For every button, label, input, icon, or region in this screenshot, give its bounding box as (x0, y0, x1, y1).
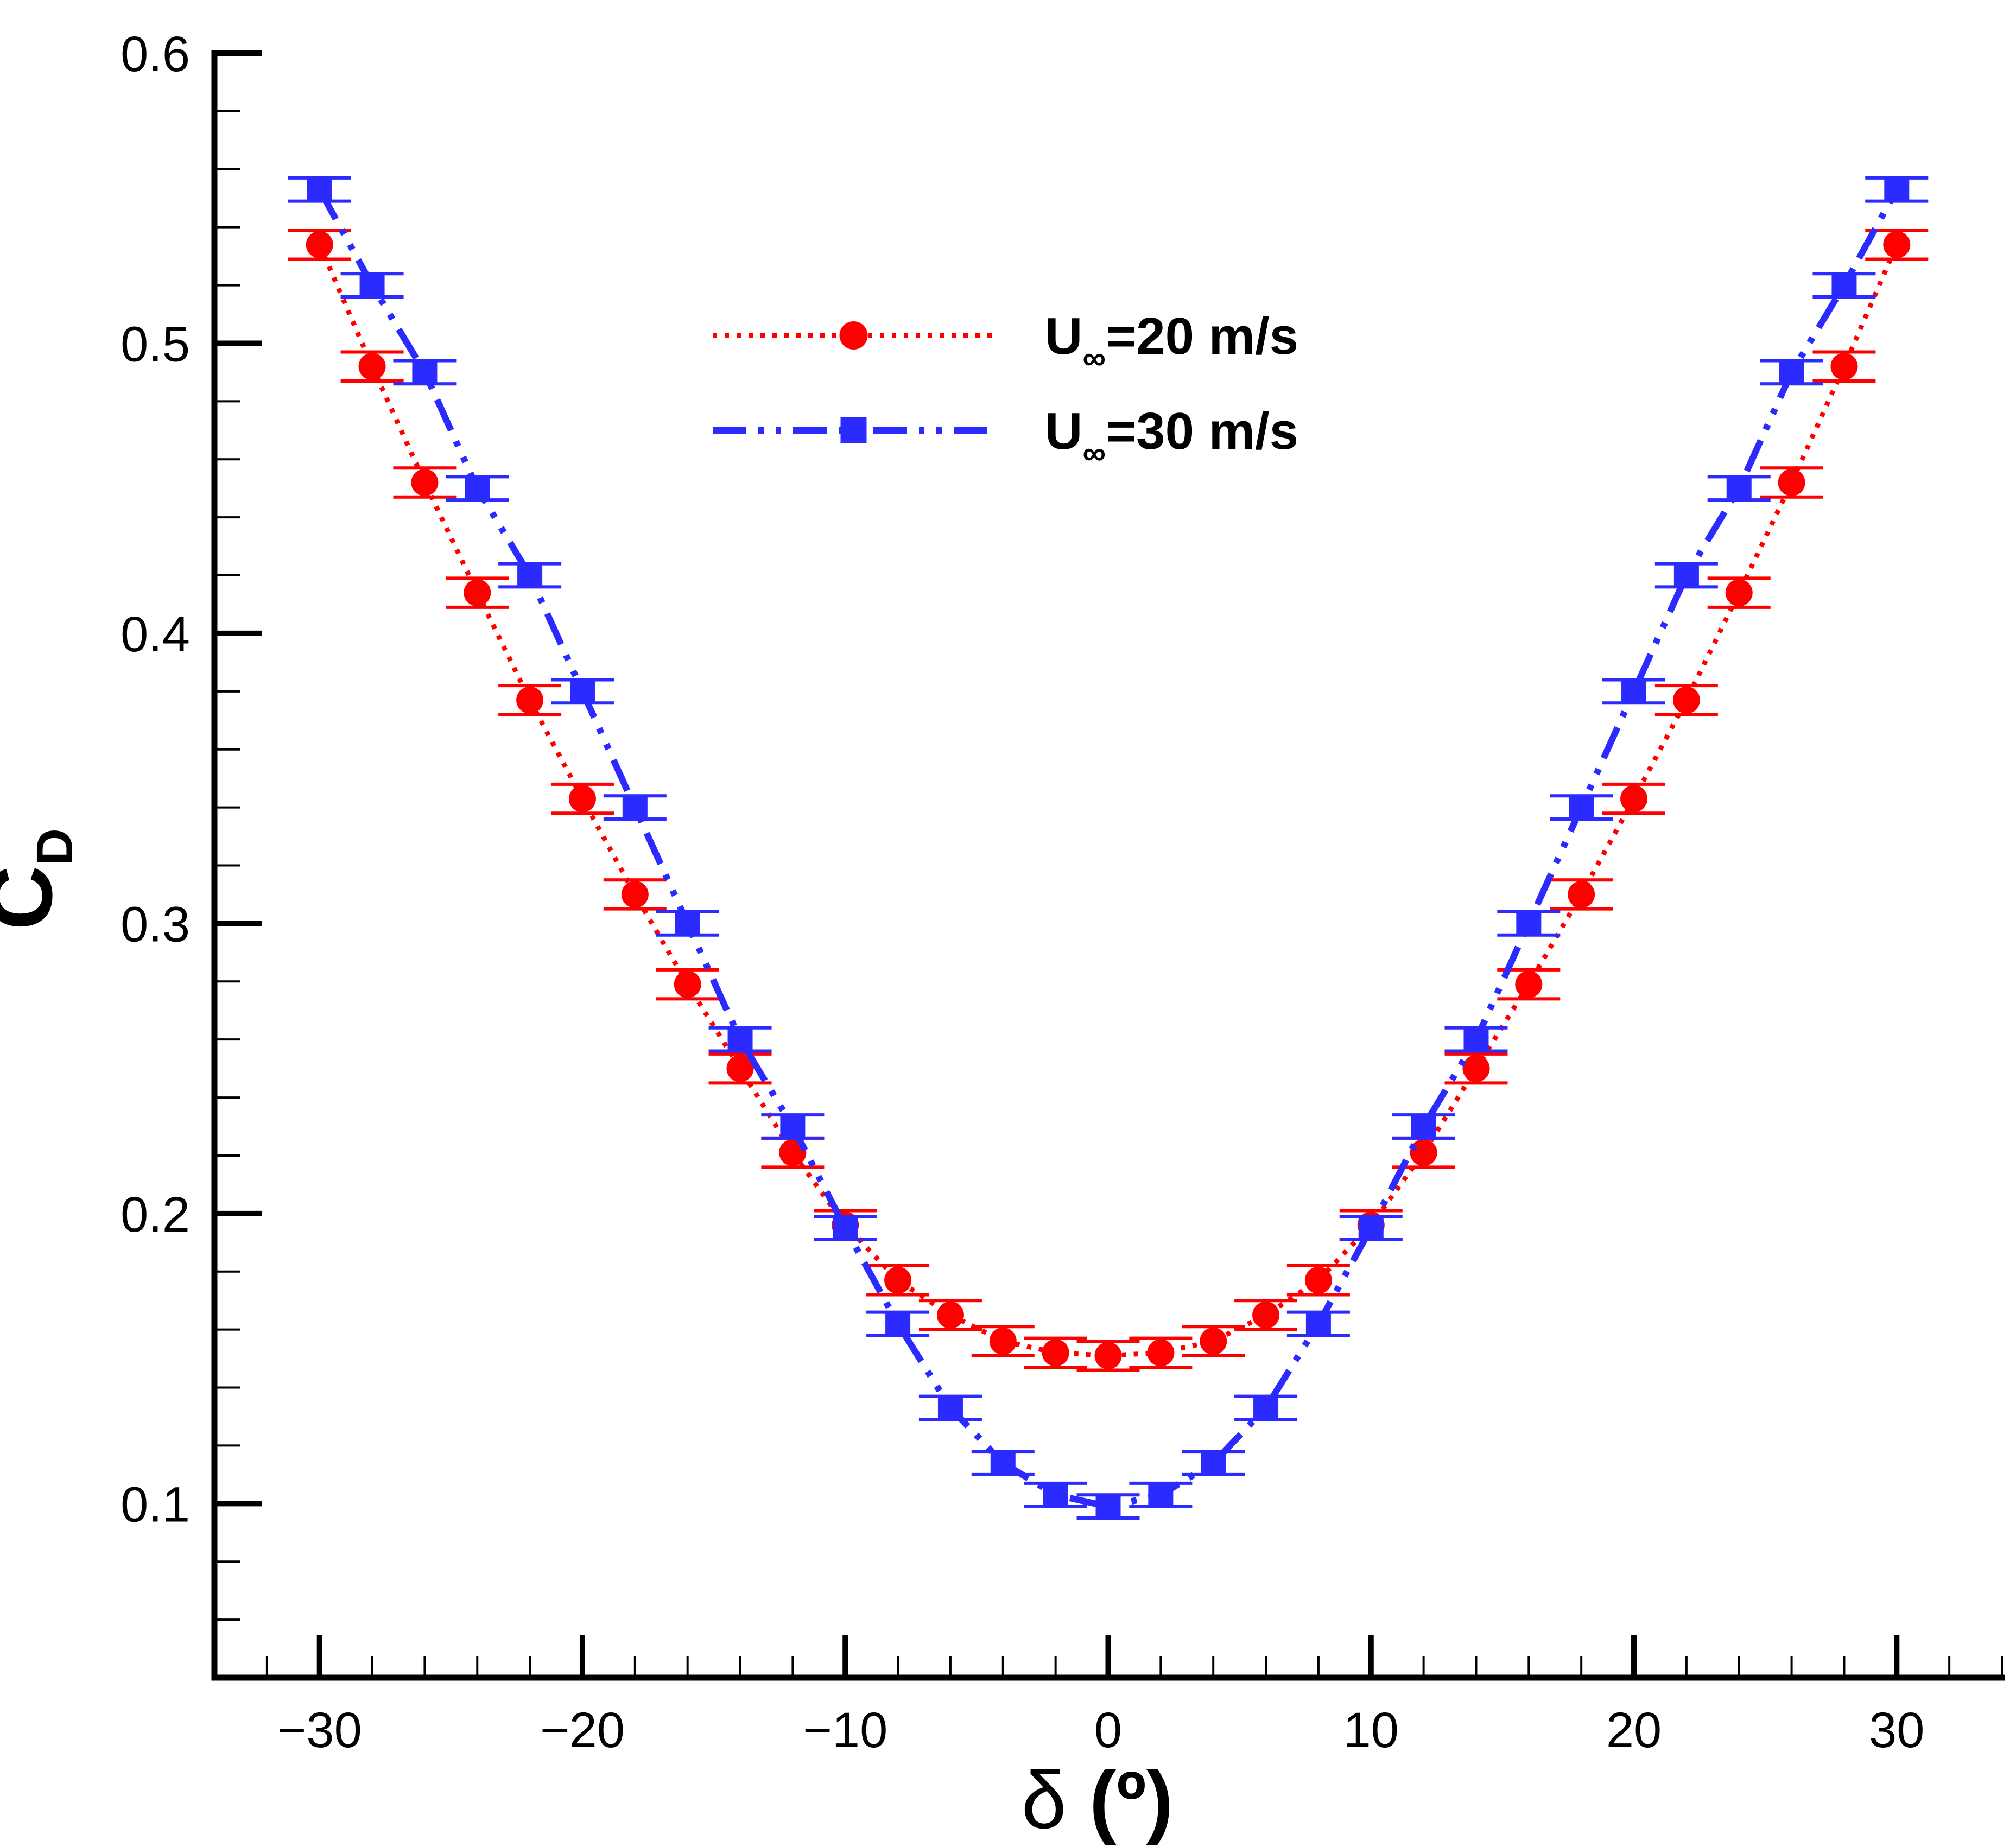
x-tick-label: 20 (1606, 1703, 1662, 1758)
x-axis-title: δ (º) (1022, 1754, 1174, 1845)
y-tick-label: 0.2 (121, 1187, 190, 1242)
data-point (726, 1055, 754, 1082)
data-point (1884, 177, 1910, 202)
data-point (411, 469, 439, 497)
x-tick-label: −20 (540, 1703, 625, 1758)
data-point (307, 177, 332, 202)
legend-entry-2: U∞=30 m/s (713, 402, 1298, 471)
legend: U∞=20 m/sU∞=30 m/s (713, 307, 1298, 471)
data-point (516, 686, 544, 714)
data-point (1148, 1482, 1174, 1508)
x-axis-symbol: δ (1022, 1754, 1089, 1845)
data-point (1043, 1482, 1068, 1508)
axes: −30 −20 −10 0 10 20 30 0.1 0.2 0.3 0.4 0.5 0.6 (121, 27, 2005, 1758)
y-axis-base: C (0, 866, 71, 930)
data-point (622, 795, 648, 820)
legend-label-prefix: U (1045, 307, 1082, 365)
data-point (1883, 231, 1911, 258)
data-point (1830, 353, 1858, 380)
series-1 (288, 229, 1929, 1372)
y-tick-label: 0.1 (121, 1477, 190, 1532)
data-point (1778, 469, 1805, 497)
legend-label-prefix: U (1045, 402, 1082, 460)
data-point (1253, 1395, 1279, 1420)
data-point (1620, 785, 1648, 813)
data-point (1095, 1494, 1121, 1519)
data-point (1569, 795, 1594, 820)
x-tick-label: −30 (277, 1703, 362, 1758)
y-tick-label: 0.6 (121, 27, 190, 82)
data-point (1516, 911, 1542, 936)
y-tick-label: 0.5 (121, 316, 190, 372)
y-tick-label: 0.3 (121, 897, 190, 952)
data-point (1831, 272, 1857, 298)
legend-label-suffix: =30 m/s (1106, 402, 1298, 460)
data-point (517, 563, 543, 588)
data-point (568, 785, 596, 813)
data-point (1462, 1055, 1490, 1082)
data-point (989, 1328, 1017, 1355)
data-point (833, 1215, 858, 1241)
data-point (780, 1114, 806, 1139)
data-point (1672, 686, 1700, 714)
x-tick-label: 10 (1343, 1703, 1399, 1758)
data-point (621, 880, 649, 908)
data-point (1042, 1339, 1069, 1367)
data-point (1515, 970, 1543, 998)
series-line (316, 188, 1900, 1510)
data-point (936, 1301, 964, 1329)
data-point (1779, 359, 1804, 385)
legend-entry-1: U∞=20 m/s (713, 307, 1298, 376)
data-point (465, 475, 490, 501)
data-point (1621, 678, 1647, 704)
data-point (359, 272, 385, 298)
legend-label-subscript: ∞ (1082, 340, 1106, 376)
y-tick-label: 0.4 (121, 607, 190, 662)
x-axis-unit: (º) (1089, 1754, 1174, 1845)
data-point (1358, 1215, 1384, 1241)
data-point (990, 1450, 1016, 1476)
data-point (885, 1311, 911, 1336)
y-axis-title: CD (0, 828, 84, 930)
legend-label-suffix: =20 m/s (1106, 307, 1298, 365)
data-point (1147, 1339, 1175, 1367)
data-point (884, 1266, 912, 1294)
axis-labels: δ (º) CD (0, 828, 1173, 1845)
data-point (306, 231, 333, 258)
data-point (675, 911, 700, 936)
data-point (1410, 1139, 1437, 1166)
data-point (1200, 1328, 1227, 1355)
data-point (1463, 1027, 1489, 1052)
data-point (358, 353, 386, 380)
data-point (1568, 880, 1595, 908)
data-point (937, 1395, 963, 1420)
legend-marker (840, 417, 867, 443)
data-point (727, 1027, 753, 1052)
x-tick-label: −10 (803, 1703, 887, 1758)
data-point (569, 678, 595, 704)
data-point (1305, 1311, 1331, 1336)
legend-label-subscript: ∞ (1082, 435, 1106, 471)
data-point (674, 970, 701, 998)
legend-marker (839, 321, 868, 350)
plot-area (288, 176, 1929, 1520)
series-2 (288, 176, 1929, 1520)
data-point (1725, 579, 1753, 607)
data-point (1673, 563, 1699, 588)
data-point (1304, 1266, 1332, 1294)
x-tick-label: 0 (1094, 1703, 1122, 1758)
data-point (1726, 475, 1752, 501)
data-point (1201, 1450, 1226, 1476)
x-tick-label: 30 (1869, 1703, 1924, 1758)
data-point (412, 359, 438, 385)
data-point (1252, 1301, 1280, 1329)
data-point (1411, 1114, 1436, 1139)
legend-label: U∞=20 m/s (1045, 307, 1298, 376)
data-point (1094, 1342, 1122, 1369)
data-point (464, 579, 491, 607)
legend-label: U∞=30 m/s (1045, 402, 1298, 471)
y-axis-subscript: D (26, 828, 84, 866)
